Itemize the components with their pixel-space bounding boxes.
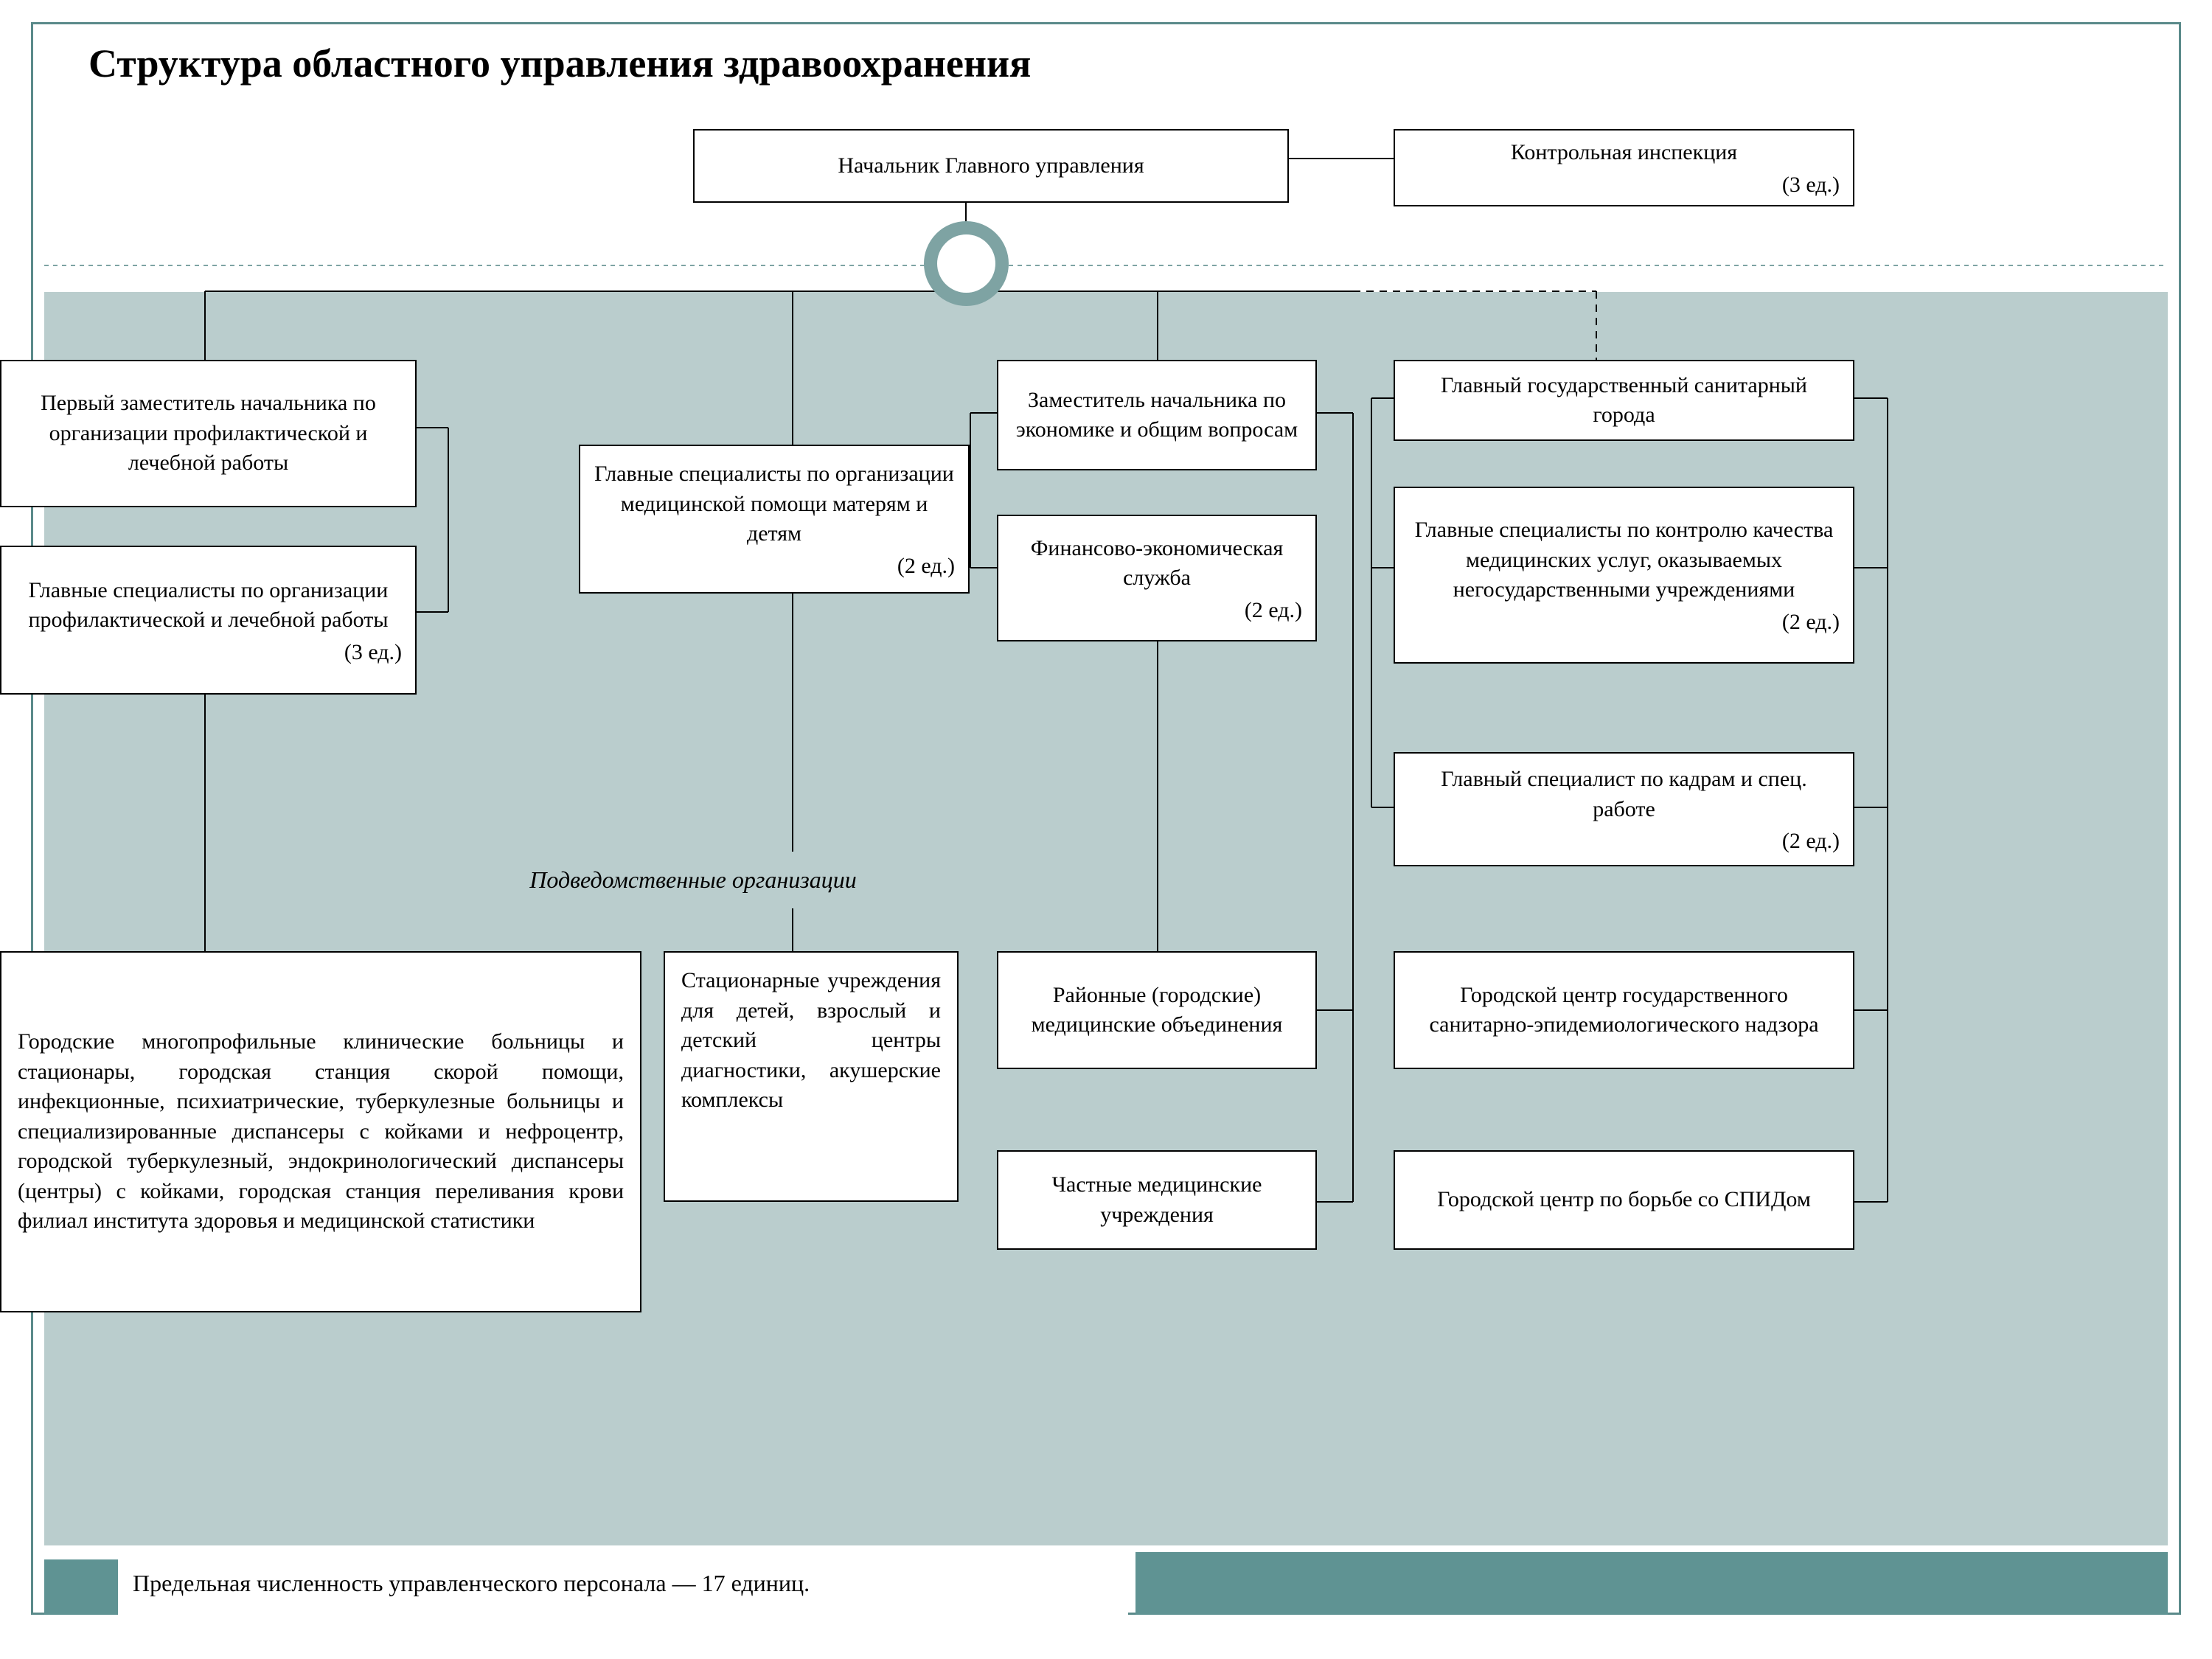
node-dep2-text: Главные специалисты по организации медиц… (594, 459, 955, 549)
node-org3b-text: Частные медицинские учреждения (1012, 1170, 1302, 1230)
node-dep3-text: Заместитель начальника по экономике и об… (1012, 386, 1302, 445)
node-org4-text: Городской центр государственного санитар… (1408, 981, 1840, 1040)
node-org4b-text: Городской центр по борьбе со СПИДом (1437, 1185, 1811, 1215)
sublabel: Подведомственные организации (450, 852, 936, 908)
footer-text: Предельная численность управленческого п… (118, 1559, 1128, 1615)
node-inspection-count: (3 ед.) (1782, 173, 1840, 198)
node-dep4-sub2-count: (2 ед.) (1782, 829, 1840, 854)
node-dep3: Заместитель начальника по экономике и об… (997, 360, 1317, 470)
node-org3b: Частные медицинские учреждения (997, 1150, 1317, 1250)
node-dep1-sub-text: Главные специалисты по организации профи… (15, 576, 402, 636)
node-org1-text: Городские многопрофильные клинические бо… (18, 1027, 624, 1237)
node-dep2-count: (2 ед.) (897, 554, 955, 579)
node-dep1-sub: Главные специалисты по организации профи… (0, 546, 417, 695)
node-dep3-sub-text: Финансово-экономическая служба (1012, 534, 1302, 594)
node-dep4-sub1: Главные специалисты по контролю качества… (1394, 487, 1854, 664)
node-dep1: Первый заместитель начальника по организ… (0, 360, 417, 507)
node-org4b: Городской центр по борьбе со СПИДом (1394, 1150, 1854, 1250)
node-org3-text: Районные (городские) медицинские объедин… (1012, 981, 1302, 1040)
node-org2: Стационарные учреждения для детей, взрос… (664, 951, 959, 1202)
node-dep4-text: Главный государственный санитарный город… (1408, 371, 1840, 431)
node-dep4-sub2-text: Главный специалист по кадрам и спец. раб… (1408, 765, 1840, 824)
node-inspection: Контрольная инспекция (3 ед.) (1394, 129, 1854, 206)
node-head-text: Начальник Главного управления (838, 151, 1144, 181)
node-dep4-sub1-text: Главные специалисты по контролю качества… (1408, 515, 1840, 605)
node-org2-text: Стационарные учреждения для детей, взрос… (681, 966, 941, 1116)
diagram-title: Структура областного управления здравоох… (88, 41, 1031, 86)
node-org1: Городские многопрофильные клинические бо… (0, 951, 641, 1312)
node-head: Начальник Главного управления (693, 129, 1289, 203)
node-dep1-text: Первый заместитель начальника по организ… (15, 389, 402, 479)
node-org3: Районные (городские) медицинские объедин… (997, 951, 1317, 1069)
node-inspection-text: Контрольная инспекция (1511, 138, 1737, 168)
ring-icon (924, 221, 1009, 306)
node-dep1-sub-count: (3 ед.) (344, 640, 402, 665)
footer-teal-left (44, 1559, 118, 1615)
node-org4: Городской центр государственного санитар… (1394, 951, 1854, 1069)
node-dep4-sub1-count: (2 ед.) (1782, 610, 1840, 635)
node-dep2: Главные специалисты по организации медиц… (579, 445, 970, 594)
node-dep3-sub: Финансово-экономическая служба (2 ед.) (997, 515, 1317, 641)
footer-teal-right (1135, 1552, 2168, 1615)
node-dep4: Главный государственный санитарный город… (1394, 360, 1854, 441)
node-dep4-sub2: Главный специалист по кадрам и спец. раб… (1394, 752, 1854, 866)
node-dep3-sub-count: (2 ед.) (1245, 598, 1302, 623)
